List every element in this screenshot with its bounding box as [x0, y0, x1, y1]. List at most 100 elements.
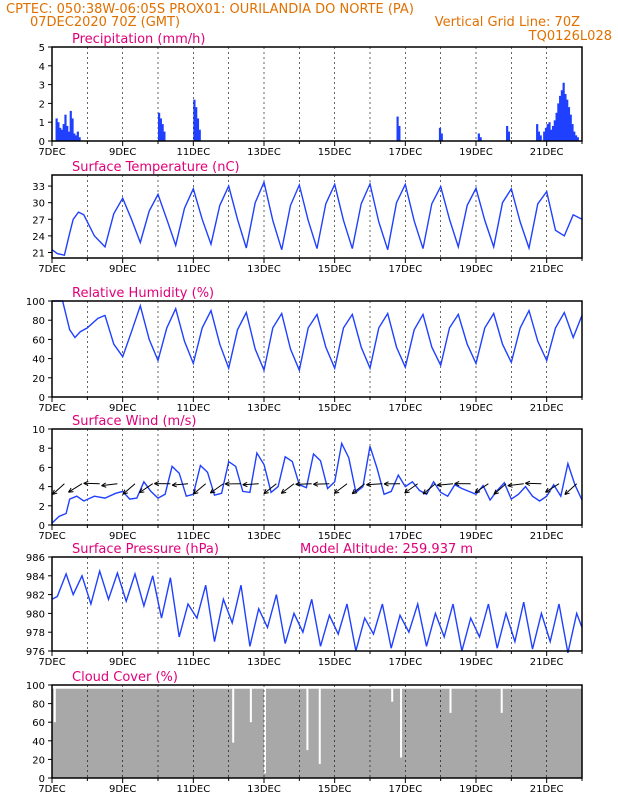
wind-arrow — [507, 483, 524, 487]
panel-6: 0 20 40 60 80 100 7DEC 9DEC 11DEC 13DEC 15DEC 17DEC… — [26, 670, 583, 795]
x-tick-label: 15DEC — [318, 531, 352, 542]
x-tick-label: 21DEC — [530, 403, 564, 414]
wind-arrow — [366, 483, 383, 486]
panel-4: 0 2 4 6 8 10 7DEC 9DEC 11DEC 13DEC 15DEC 17DEC 19DEC… — [32, 414, 583, 542]
wind-arrow — [545, 483, 560, 493]
y-tick-label: 0 — [39, 521, 45, 532]
wind-arrow-head — [545, 487, 549, 493]
wind-arrow-head — [295, 483, 301, 487]
wind-arrow-head — [507, 485, 513, 488]
wind-arrow-head — [493, 492, 499, 495]
wind-arrow — [437, 483, 454, 486]
panel-2: 21 24 27 30 33 7DEC 9DEC 11DEC 13DEC 15DEC 17DEC 19… — [32, 160, 583, 275]
wind-arrow-head — [334, 491, 340, 494]
y-tick-label: 2 — [39, 502, 45, 513]
precip-bar — [537, 131, 541, 141]
y-tick-label: 80 — [32, 316, 45, 327]
precip-bar — [161, 124, 164, 141]
y-tick-label: 100 — [26, 297, 45, 308]
precip-bar — [555, 112, 558, 141]
x-tick-label: 15DEC — [318, 657, 352, 668]
precip-bar — [59, 127, 62, 141]
wind-arrow-head — [122, 492, 128, 495]
x-tick-label: 11DEC — [176, 264, 210, 275]
precip-bar — [576, 137, 579, 141]
wind-arrow-head — [525, 480, 531, 484]
series-line — [52, 300, 583, 373]
x-tick-label: 17DEC — [388, 147, 422, 158]
y-tick-label: 60 — [32, 718, 45, 729]
wind-arrow-head — [383, 481, 389, 485]
panel-title: Surface Temperature (nC) — [72, 160, 240, 175]
wind-arrow-head — [545, 491, 551, 493]
x-tick-label: 13DEC — [247, 403, 281, 414]
panel-title: Relative Humidity (%) — [72, 286, 214, 301]
x-tick-label: 9DEC — [109, 147, 136, 158]
x-tick-label: 17DEC — [388, 784, 422, 795]
y-tick-label: 976 — [26, 647, 45, 658]
precip-bar — [76, 131, 79, 141]
precip-bar — [539, 135, 542, 141]
precip-bar — [548, 122, 551, 141]
x-tick-label: 11DEC — [176, 403, 210, 414]
wind-arrow-head — [68, 491, 74, 493]
panel-title: Cloud Cover (%) — [72, 670, 178, 685]
y-tick-label: 40 — [32, 355, 45, 366]
precip-bar — [64, 114, 67, 141]
wind-arrow-head — [280, 488, 285, 494]
precip-bar — [163, 131, 166, 141]
x-tick-label: 19DEC — [459, 403, 493, 414]
precip-bar — [559, 95, 562, 141]
precip-bar — [477, 133, 480, 141]
y-tick-label: 21 — [32, 248, 45, 259]
wind-arrow-head — [242, 484, 248, 488]
cloud-cover-bar — [391, 687, 394, 702]
panel-title: Surface Wind (m/s) — [72, 414, 196, 429]
wind-arrow-head — [138, 488, 143, 493]
precip-bar — [74, 135, 78, 141]
wind-arrow-head — [171, 482, 177, 486]
wind-arrow-head — [383, 483, 389, 487]
wind-arrow-head — [366, 481, 371, 486]
y-tick-label: 980 — [26, 609, 45, 620]
y-tick-label: 0 — [39, 774, 45, 785]
x-tick-label: 11DEC — [176, 784, 210, 795]
y-tick-label: 10 — [32, 425, 45, 436]
x-tick-label: 7DEC — [38, 657, 65, 668]
plot-frame — [51, 174, 583, 259]
precip-bar — [560, 90, 563, 141]
x-tick-label: 13DEC — [247, 784, 281, 795]
x-tick-label: 15DEC — [318, 784, 352, 795]
precip-bar — [562, 82, 565, 141]
header-grid-note: Vertical Grid Line: 70Z — [435, 15, 580, 30]
y-tick-label: 80 — [32, 700, 45, 711]
cloud-cover-bar — [400, 687, 403, 758]
wind-arrow-head — [210, 491, 216, 494]
wind-arrow — [493, 483, 507, 495]
wind-arrow — [333, 483, 348, 494]
wind-arrow-head — [404, 491, 410, 494]
x-tick-label: 11DEC — [176, 147, 210, 158]
x-tick-label: 13DEC — [247, 531, 281, 542]
x-tick-label: 17DEC — [388, 264, 422, 275]
x-tick-label: 9DEC — [109, 403, 136, 414]
x-tick-label: 13DEC — [247, 264, 281, 275]
x-tick-label: 19DEC — [459, 531, 493, 542]
x-tick-label: 19DEC — [459, 657, 493, 668]
y-tick-label: 27 — [32, 215, 45, 226]
y-tick-label: 40 — [32, 737, 45, 748]
wind-arrow — [404, 483, 418, 494]
panel-5: 976 978 980 982 984 986 7DEC 9DEC 11DEC 13DEC 15DE… — [26, 542, 583, 668]
precip-bar — [479, 137, 482, 141]
y-tick-label: 24 — [32, 232, 45, 243]
x-tick-label: 19DEC — [459, 784, 493, 795]
wind-arrow-head — [154, 480, 160, 485]
x-tick-label: 9DEC — [109, 657, 136, 668]
series-line — [51, 179, 583, 257]
wind-arrow-head — [352, 492, 358, 495]
cloud-cover-bar — [264, 687, 266, 774]
precip-bar — [198, 129, 201, 141]
precip-bar — [543, 131, 546, 141]
wind-arrow — [139, 483, 153, 494]
precip-bar — [569, 114, 572, 141]
